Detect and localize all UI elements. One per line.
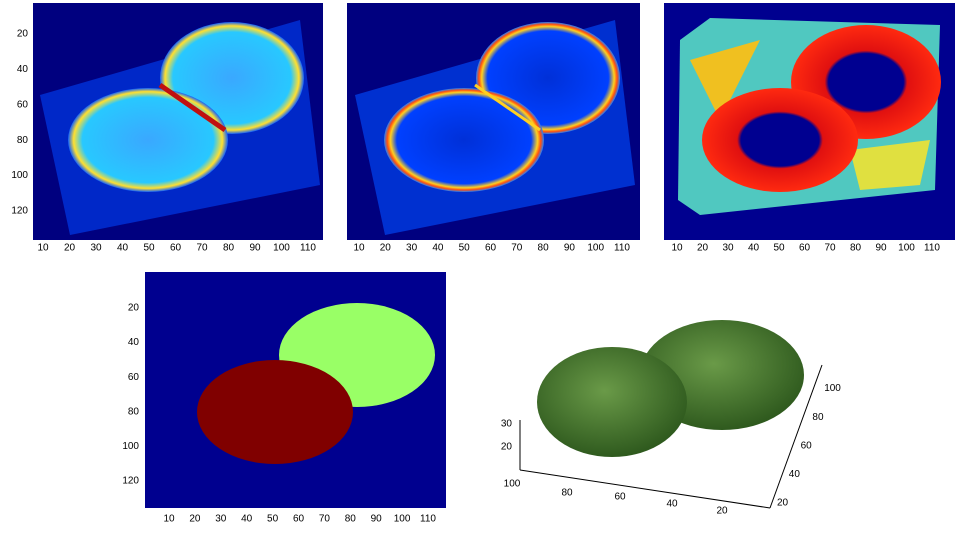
axes-3d — [519, 364, 823, 509]
x-tick-label: 70 — [196, 243, 208, 254]
x-tick-label: 40 — [666, 499, 678, 510]
boundary — [474, 83, 541, 132]
y-tick-label: 100 — [824, 383, 841, 394]
x-tick-label: 20 — [189, 514, 201, 525]
x-tick-label: 90 — [875, 243, 887, 254]
x-tick-label: 110 — [420, 514, 436, 525]
cell — [384, 88, 544, 192]
x-tick-label: 80 — [561, 488, 573, 499]
x-tick-label: 10 — [163, 514, 175, 525]
y-tick-label: 20 — [17, 29, 29, 40]
x-tick-label: 100 — [273, 243, 290, 254]
x-tick-label: 40 — [117, 243, 129, 254]
x-tick-label: 50 — [773, 243, 785, 254]
y-tick-label: 100 — [122, 441, 139, 452]
x-tick-label: 80 — [850, 243, 862, 254]
x-tick-label: 100 — [504, 479, 521, 490]
z-tick-label: 30 — [501, 419, 513, 430]
x-tick-label: 20 — [697, 243, 709, 254]
x-tick-label: 110 — [924, 243, 940, 254]
x-tick-label: 30 — [215, 514, 227, 525]
x-tick-label: 90 — [564, 243, 576, 254]
x-tick-label: 60 — [293, 514, 305, 525]
y-tick-label: 80 — [812, 412, 824, 423]
x-tick-label: 70 — [319, 514, 331, 525]
x-tick-label: 70 — [824, 243, 836, 254]
x-tick-label: 80 — [223, 243, 235, 254]
y-tick-label: 60 — [128, 372, 140, 383]
x-tick-label: 80 — [345, 514, 357, 525]
x-tick-label: 100 — [394, 514, 411, 525]
x-tick-label: 100 — [587, 243, 604, 254]
boundary — [158, 82, 227, 133]
y-tick-label: 40 — [128, 337, 140, 348]
y-tick-label: 60 — [17, 99, 29, 110]
surface — [537, 347, 687, 457]
x-tick-label: 20 — [64, 243, 76, 254]
x-tick-label: 20 — [716, 506, 728, 517]
y-tick-label: 40 — [789, 469, 801, 480]
x-tick-label: 110 — [300, 243, 316, 254]
x-tick-label: 110 — [614, 243, 630, 254]
x-tick-label: 20 — [380, 243, 392, 254]
y-tick-label: 60 — [801, 440, 813, 451]
y-tick-label: 80 — [128, 406, 140, 417]
image-patch — [850, 140, 930, 190]
x-tick-label: 80 — [538, 243, 550, 254]
x-tick-label: 40 — [748, 243, 760, 254]
image-patch — [690, 40, 760, 120]
x-tick-label: 10 — [37, 243, 49, 254]
cell — [68, 88, 228, 192]
x-tick-label: 90 — [371, 514, 383, 525]
cell-segment — [197, 360, 353, 464]
x-tick-label: 50 — [459, 243, 471, 254]
x-tick-label: 40 — [432, 243, 444, 254]
x-tick-label: 30 — [90, 243, 102, 254]
x-tick-label: 10 — [353, 243, 365, 254]
x-tick-label: 60 — [485, 243, 497, 254]
x-tick-label: 60 — [614, 492, 626, 503]
y-tick-label: 40 — [17, 64, 29, 75]
x-tick-label: 40 — [241, 514, 253, 525]
y-tick-label: 80 — [17, 135, 29, 146]
y-tick-label: 100 — [11, 170, 28, 181]
y-tick-label: 120 — [122, 476, 139, 487]
x-tick-label: 30 — [722, 243, 734, 254]
y-tick-label: 120 — [11, 206, 28, 217]
x-tick-label: 70 — [511, 243, 523, 254]
x-tick-label: 60 — [799, 243, 811, 254]
cell — [702, 88, 858, 192]
z-tick-label: 20 — [501, 442, 513, 453]
y-tick-label: 20 — [777, 498, 789, 509]
x-tick-label: 10 — [671, 243, 683, 254]
x-tick-label: 60 — [170, 243, 182, 254]
y-tick-label: 20 — [128, 303, 140, 314]
x-tick-label: 30 — [406, 243, 418, 254]
x-tick-label: 100 — [898, 243, 915, 254]
x-tick-label: 90 — [249, 243, 261, 254]
x-tick-label: 50 — [143, 243, 155, 254]
x-tick-label: 50 — [267, 514, 279, 525]
